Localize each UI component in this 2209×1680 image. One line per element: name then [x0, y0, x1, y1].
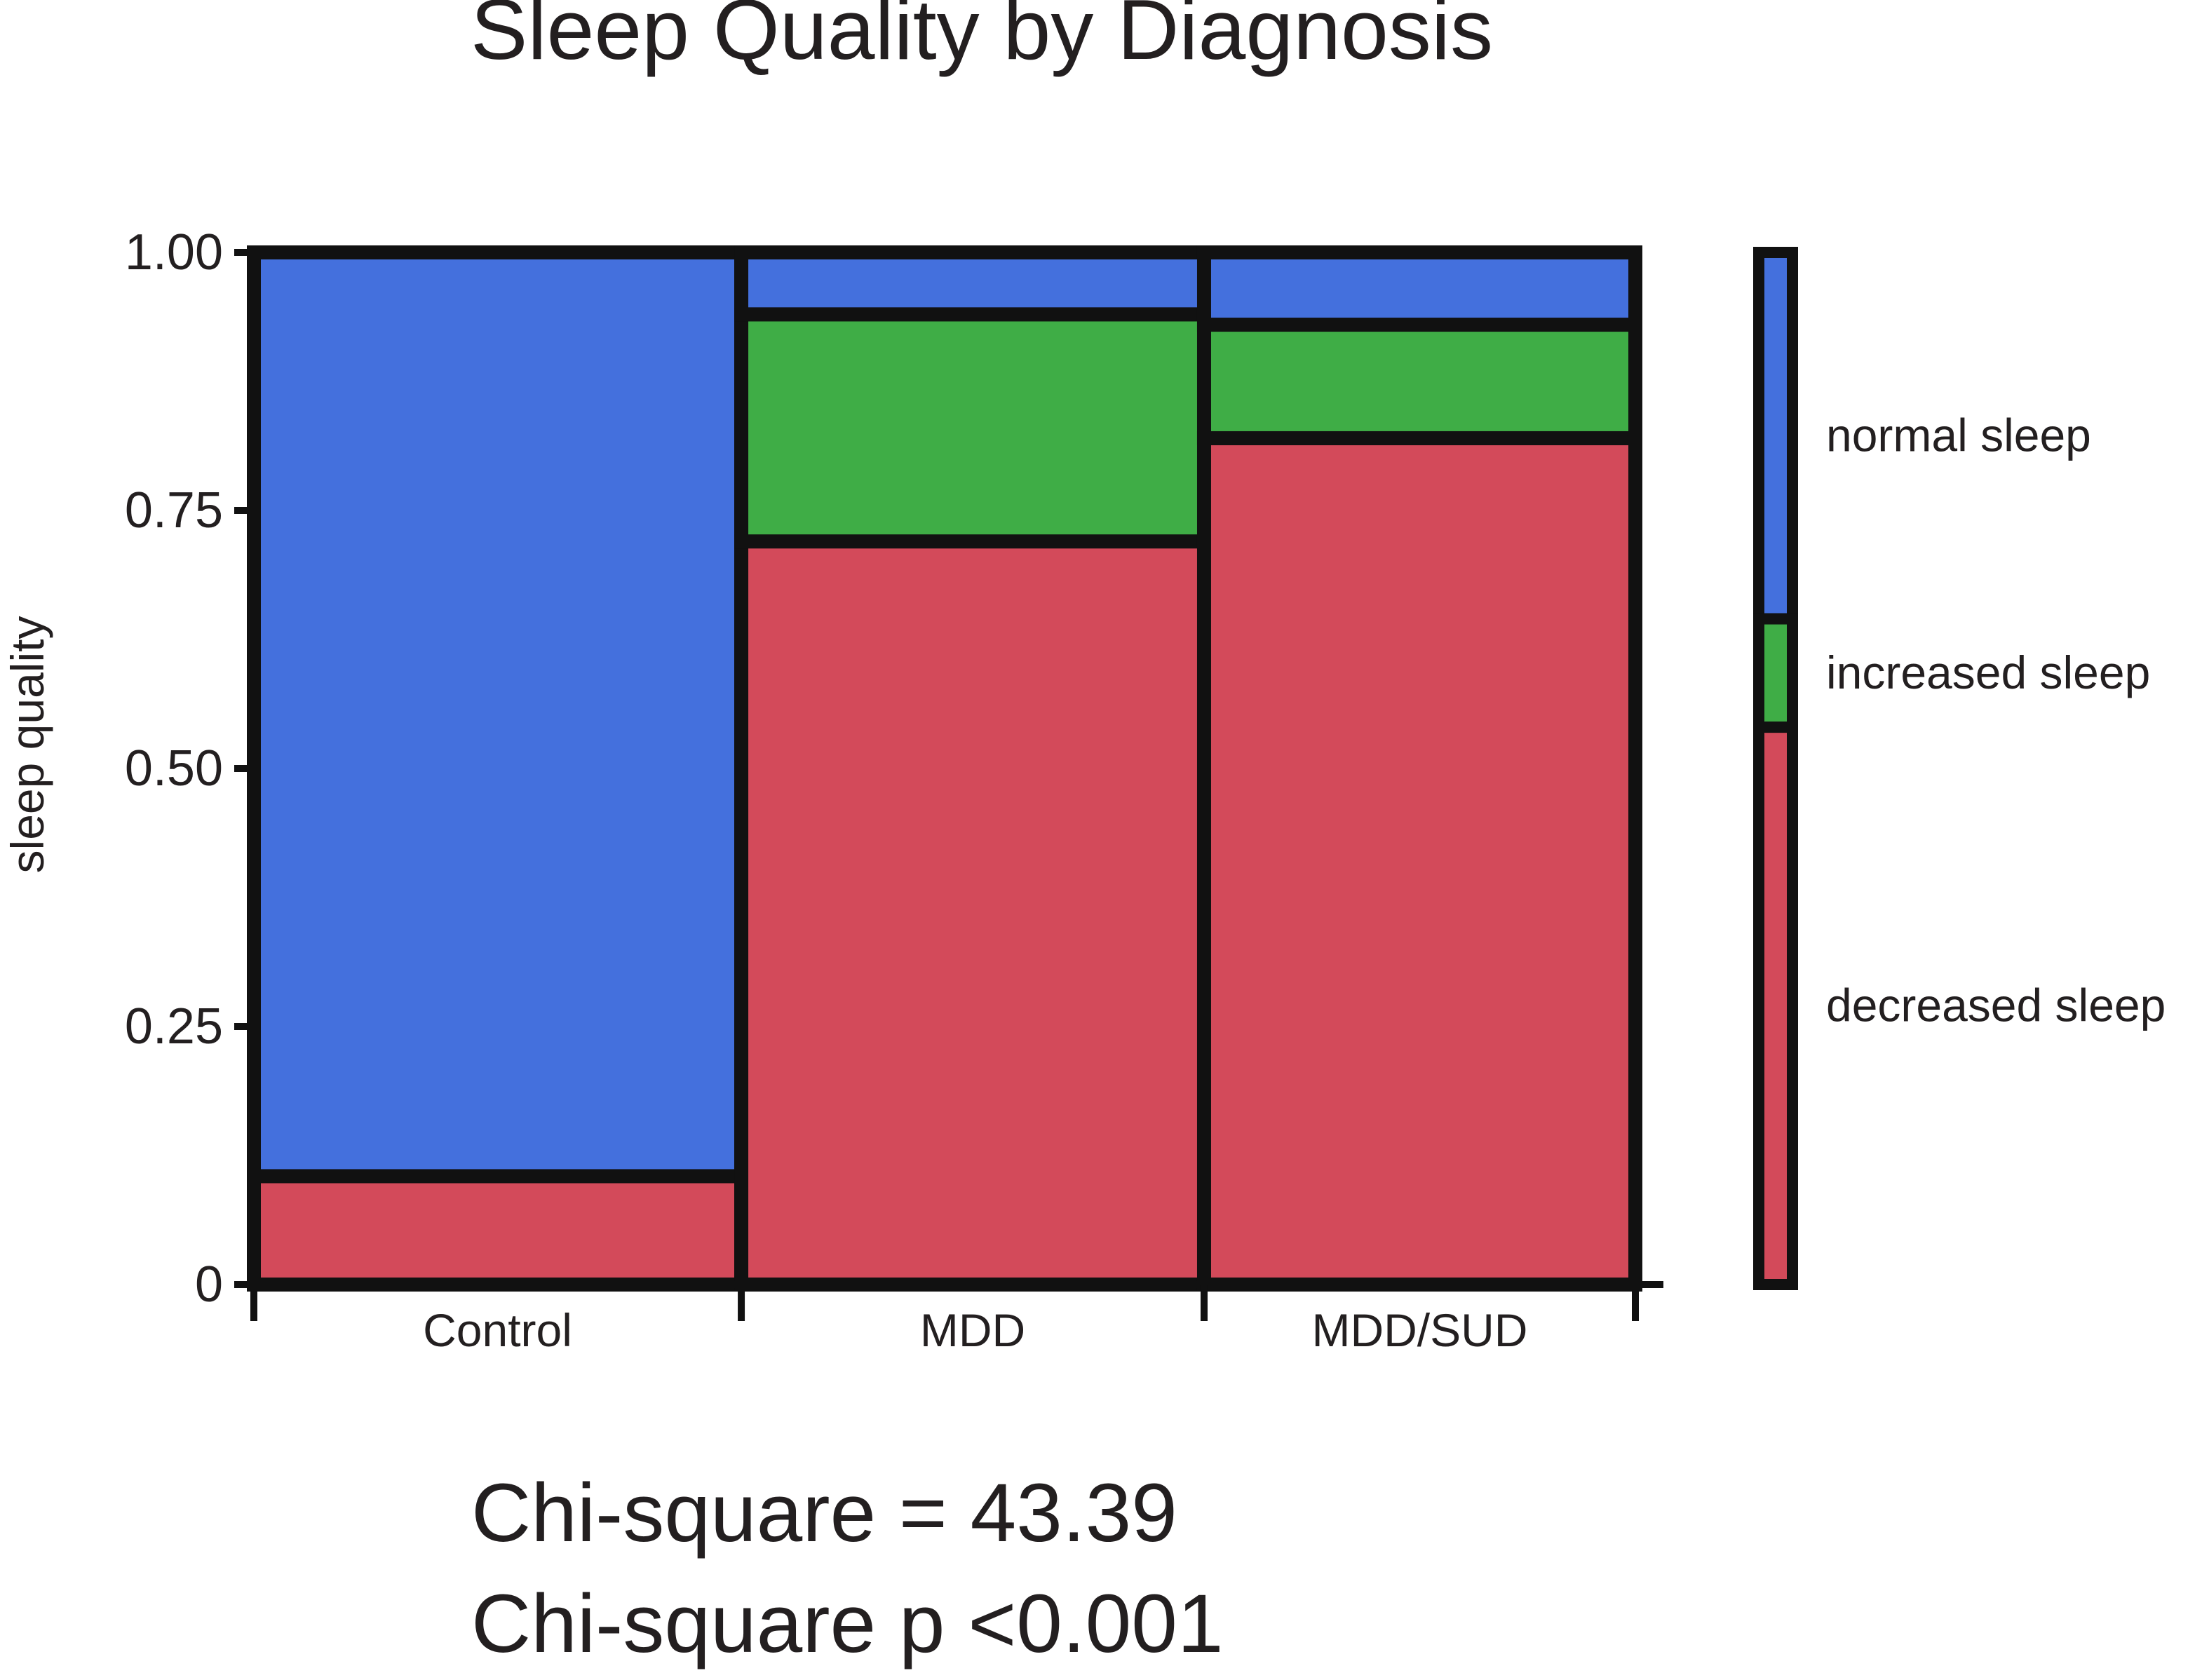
tile-normal-sleep-mdd-sud: [1196, 245, 1642, 332]
tile-decreased-sleep-mdd-sud: [1196, 431, 1642, 1292]
x-tick-label: Control: [423, 1304, 572, 1356]
x-tick-label: MDD/SUD: [1311, 1304, 1527, 1356]
x-axis: Control MDD MDD/SUD: [240, 1281, 1663, 1356]
legend-swatch-normal-sleep: [1753, 247, 1798, 625]
chart-title: Sleep Quality by Diagnosis: [471, 0, 1493, 77]
y-axis-label: sleep quality: [1, 616, 53, 874]
tile-increased-sleep-mdd-sud: [1196, 318, 1642, 445]
y-axis: 0 0.25 0.50 0.75 1.00: [125, 224, 257, 1313]
y-tick-label: 1.00: [125, 224, 223, 280]
mosaic-tiles: [247, 245, 1642, 1292]
legend-label-decreased-sleep: decreased sleep: [1826, 980, 2166, 1031]
tile-normal-sleep-mdd: [734, 245, 1211, 322]
legend-swatch-increased-sleep: [1753, 613, 1798, 733]
tile-decreased-sleep-mdd: [734, 534, 1211, 1292]
y-tick-label: 0.50: [125, 740, 223, 797]
legend-label-normal-sleep: normal sleep: [1826, 409, 2091, 461]
chi-square-p-value: Chi-square p <0.001: [471, 1578, 1224, 1670]
tile-normal-sleep-control: [247, 245, 749, 1184]
legend-swatch-decreased-sleep: [1753, 722, 1798, 1290]
legend: normal sleep increased sleep decreased sle…: [1753, 247, 2166, 1290]
y-tick-label: 0.75: [125, 482, 223, 538]
legend-label-increased-sleep: increased sleep: [1826, 646, 2150, 698]
y-tick-label: 0.25: [125, 998, 223, 1055]
tile-decreased-sleep-control: [247, 1169, 749, 1292]
x-tick-label: MDD: [920, 1304, 1025, 1356]
y-tick-label: 0: [195, 1256, 223, 1313]
tile-increased-sleep-mdd: [734, 307, 1211, 549]
chi-square-statistic: Chi-square = 43.39: [471, 1467, 1177, 1559]
